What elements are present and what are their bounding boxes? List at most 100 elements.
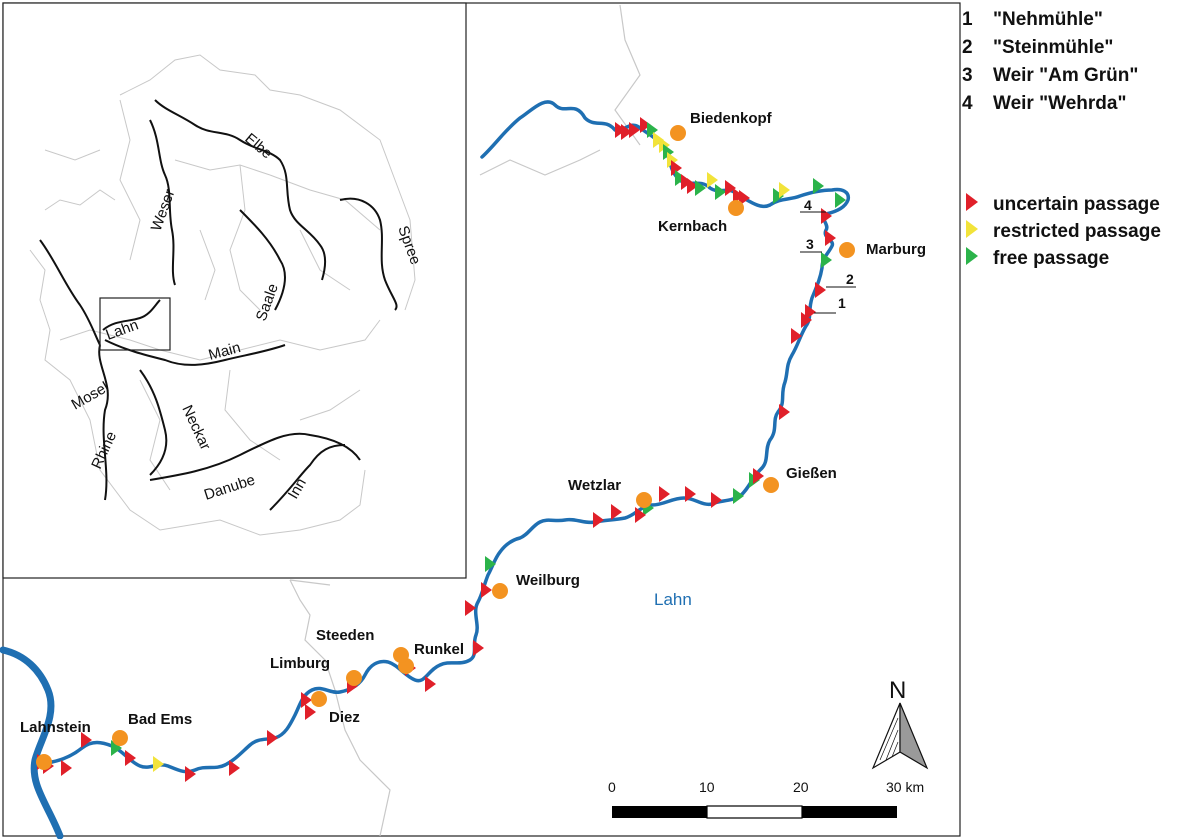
passage-marker-54 [125,750,136,766]
passage-marker-19 [773,188,784,204]
town-dot-4 [636,492,652,508]
passage-marker-6 [659,137,670,153]
town-label-3: Gießen [786,465,837,482]
inset-rivers [39,99,398,511]
rhine-river [0,646,64,839]
passage-marker-26 [815,282,826,298]
legend-free-marker [966,247,978,265]
town-label-2: Marburg [866,241,926,258]
passage-marker-43 [465,600,476,616]
town-label-10: Bad Ems [128,711,192,728]
passage-marker-16 [725,180,736,196]
passage-marker-18 [739,190,750,206]
towns-layer: Biedenkopf Kernbach Marburg Gießen Wetzlar We… [20,110,926,770]
passage-marker-44 [473,640,484,656]
inset-map: Elbe Weser Spree Saale Lahn Main Mosel R… [2,2,467,579]
passage-marker-34 [711,492,722,508]
north-arrow: N [871,677,929,770]
weir-label-2: 2 [846,271,854,287]
passage-marker-9 [671,160,682,176]
passage-marker-30 [779,404,790,420]
passage-marker-29 [791,328,802,344]
state-borders [289,4,641,837]
town-dot-3 [763,477,779,493]
passage-marker-33 [733,488,744,504]
town-label-9: Diez [329,709,360,726]
passage-marker-2 [629,122,640,138]
weir-legend-num-2: 2 [962,37,973,58]
passage-marker-56 [81,732,92,748]
legend-uncertain-marker [966,193,978,211]
weir-leader-lines [800,211,856,314]
scale-tick-0: 0 [608,779,616,795]
passage-marker-50 [267,730,278,746]
passage-marker-55 [111,740,122,756]
weir-legend-num-4: 4 [962,93,973,114]
town-dot-7 [393,647,409,663]
passage-marker-12 [687,178,698,194]
scale-tick-10: 10 [699,779,715,795]
passage-marker-48 [301,692,312,708]
town-dot-10 [112,730,128,746]
weir-legend-num-1: 1 [962,9,973,30]
weir-legend: 1 "Nehmühle" 2 "Steinmühle" 3 Weir "Am G… [962,9,1138,114]
lahn-label: Lahn [654,590,692,609]
passage-marker-0 [615,122,626,138]
passage-marker-25 [821,252,832,268]
passage-marker-40 [593,512,604,528]
weir-legend-label-2: "Steinmühle" [993,37,1113,58]
passage-marker-35 [685,486,696,502]
scale-tick-20: 20 [793,779,809,795]
passage-marker-21 [813,178,824,194]
inset-lahn-box [99,297,171,351]
passage-marker-13 [695,180,706,196]
passage-marker-5 [653,132,664,148]
passage-marker-7 [663,144,674,160]
town-label-6: Runkel [414,641,464,658]
town-label-1: Kernbach [658,218,727,235]
passage-marker-49 [305,704,316,720]
passage-marker-24 [825,230,836,246]
passage-marker-41 [485,556,496,572]
town-dot-1 [728,200,744,216]
town-label-11: Lahnstein [20,719,91,736]
passage-marker-36 [659,486,670,502]
weir-label-1: 1 [838,295,846,311]
passage-marker-15 [715,184,726,200]
legend-free-label: free passage [993,248,1109,269]
passage-marker-38 [635,507,646,523]
weir-legend-label-1: "Nehmühle" [993,9,1103,30]
passage-legend: uncertain passage restricted passage fre… [966,193,1161,269]
town-dot-9 [311,691,327,707]
passage-marker-3 [640,117,651,133]
passage-marker-10 [675,170,686,186]
town-label-0: Biedenkopf [690,110,773,127]
scale-tick-30: 30 km [886,779,924,795]
passage-marker-53 [153,756,164,772]
passage-marker-1 [621,124,632,140]
passage-marker-42 [481,582,492,598]
town-dot-5 [492,583,508,599]
passage-marker-51 [229,760,240,776]
passage-marker-20 [779,182,790,198]
passage-marker-22 [835,192,846,208]
weir-label-4: 4 [804,197,812,213]
passage-marker-32 [753,468,764,484]
passage-marker-17 [733,188,744,204]
town-label-5: Weilburg [516,572,580,589]
inset-state-borders [29,54,416,536]
legend-restricted-marker [966,220,978,238]
legend-uncertain-label: uncertain passage [993,194,1160,215]
passage-marker-8 [667,152,678,168]
passage-marker-27 [805,304,816,320]
weir-legend-label-3: Weir "Am Grün" [993,65,1138,86]
weir-legend-num-3: 3 [962,65,973,86]
passage-marker-52 [185,766,196,782]
north-label: N [889,677,906,704]
passage-marker-4 [647,122,658,138]
passage-marker-14 [707,172,718,188]
passage-marker-28 [801,312,812,328]
passage-marker-57 [61,760,72,776]
weir-legend-label-4: Weir "Wehrda" [993,93,1126,114]
